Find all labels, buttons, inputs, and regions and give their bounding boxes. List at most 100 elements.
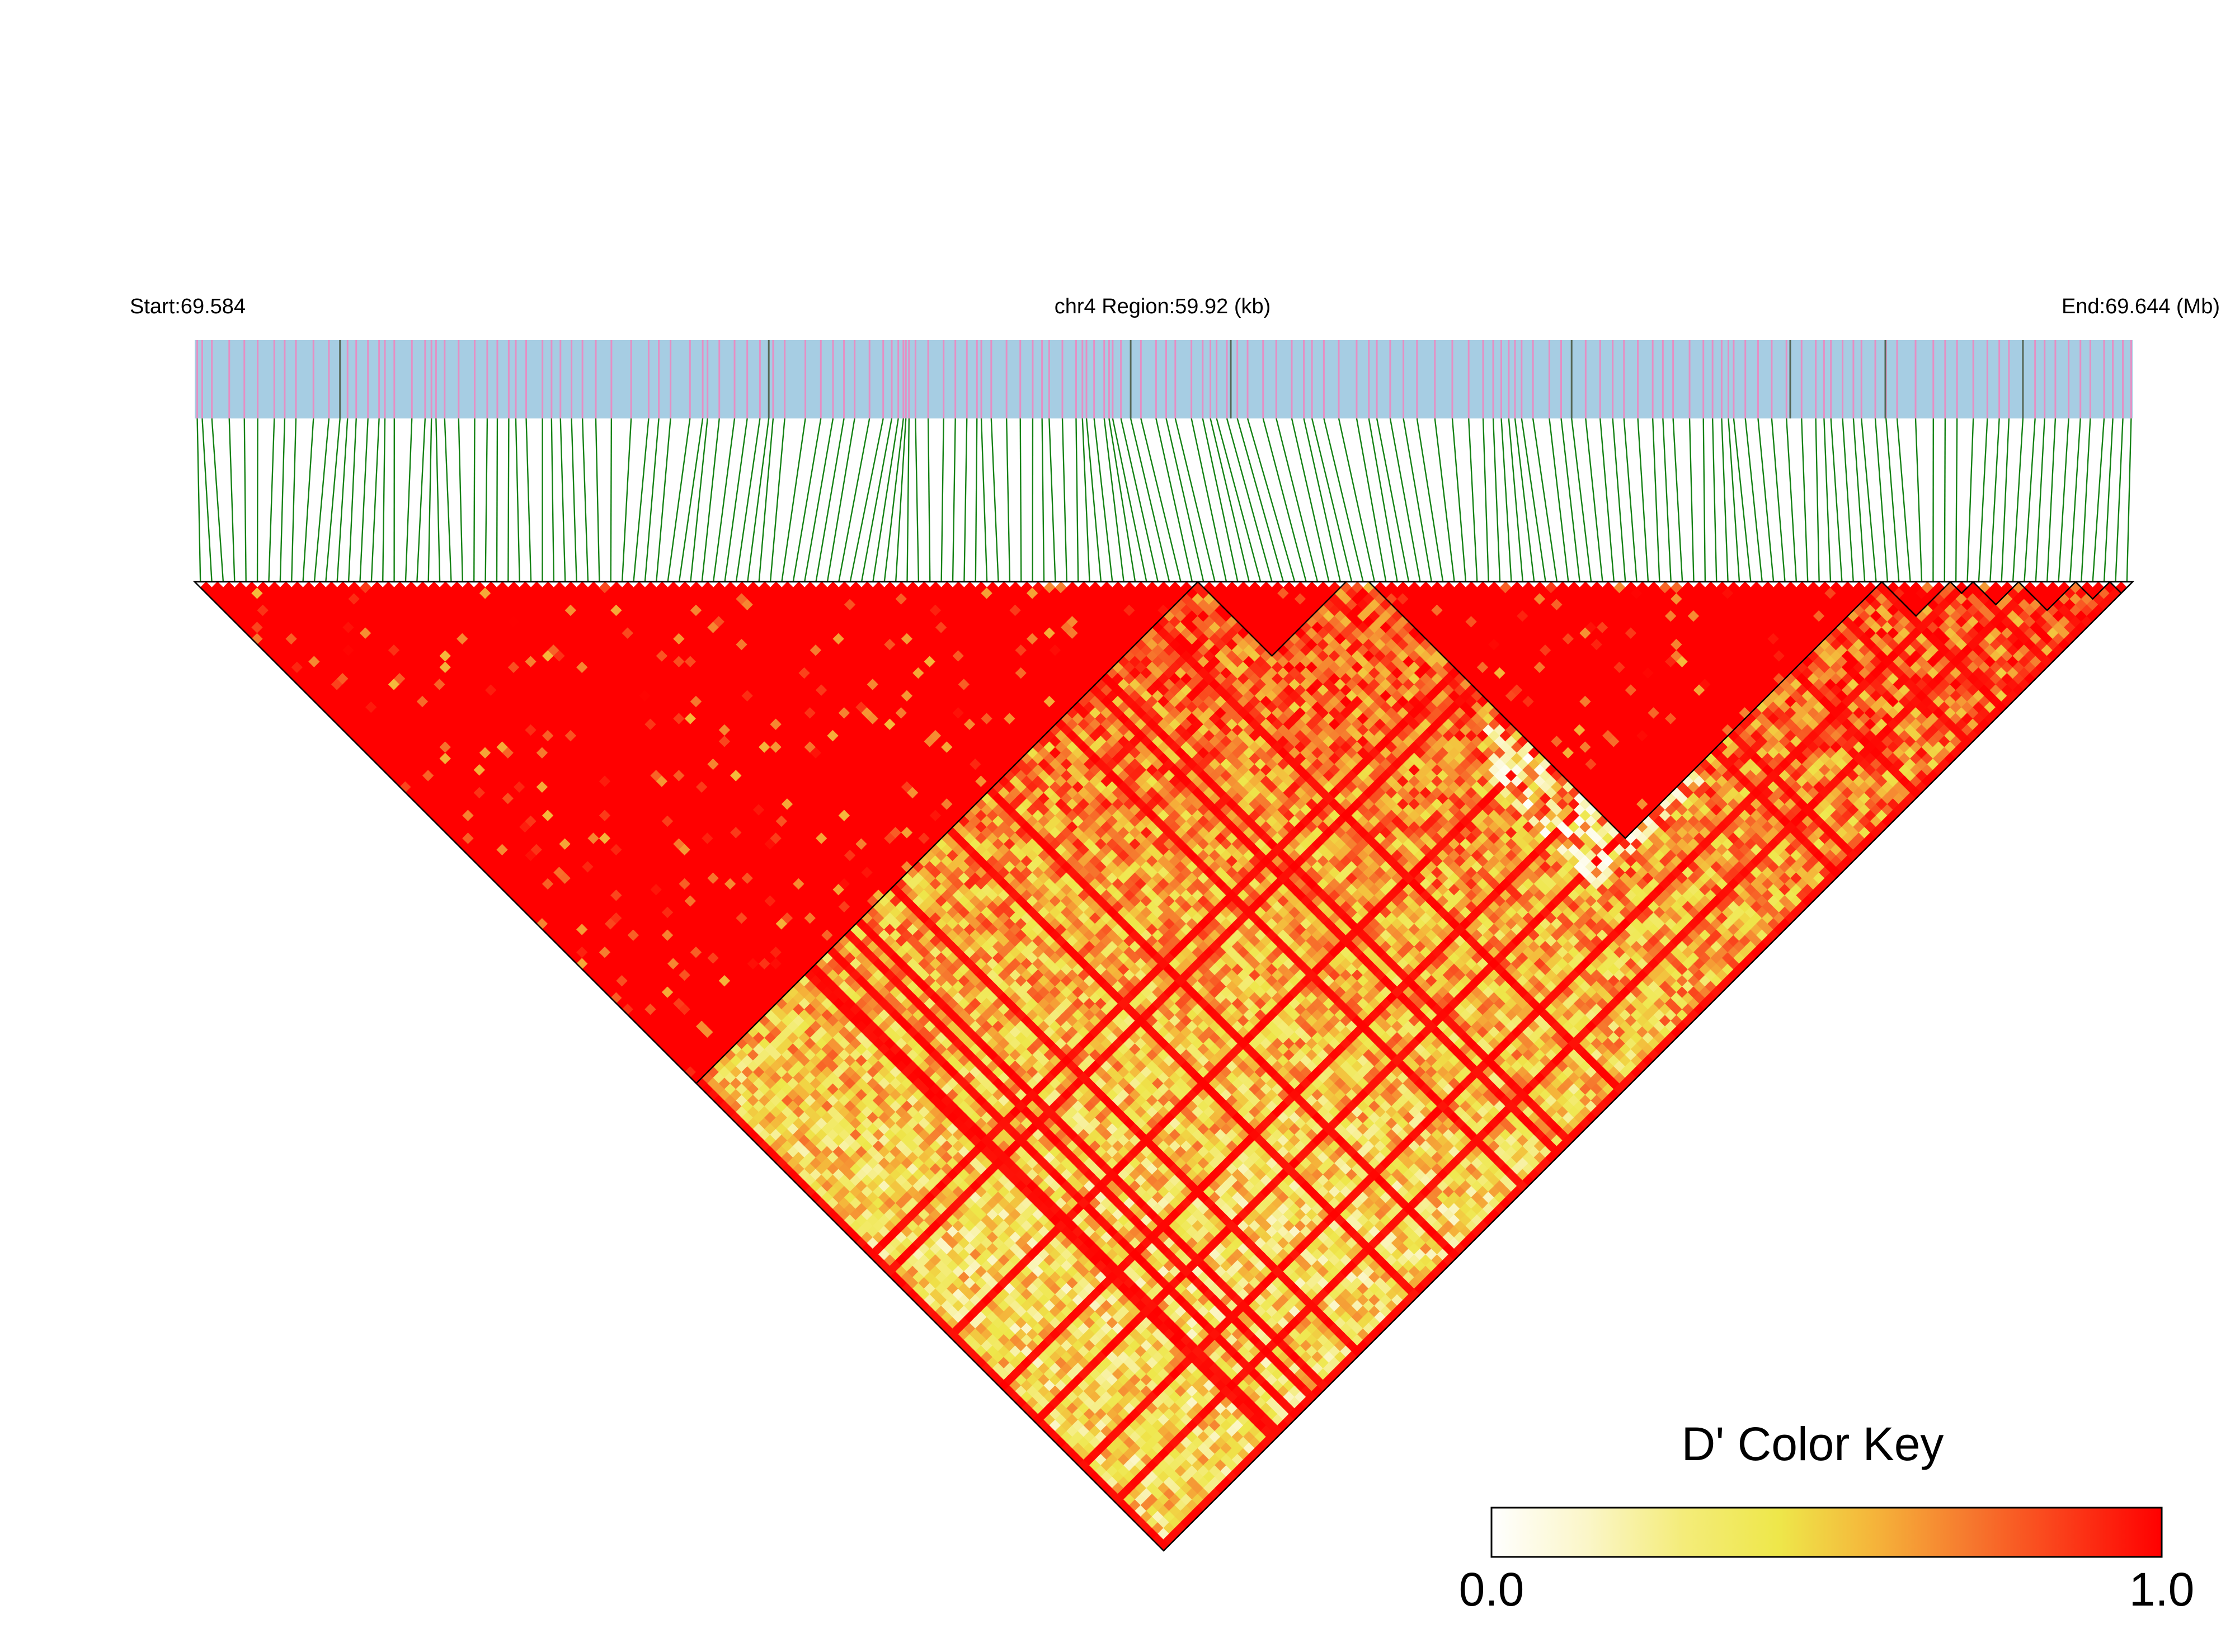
ld-cell	[485, 798, 497, 811]
ld-cell	[411, 780, 424, 793]
ld-cell	[468, 780, 481, 793]
snp-connector	[1451, 418, 1467, 582]
snp-connector	[1048, 418, 1056, 582]
ld-cell	[525, 837, 537, 850]
ld-cell	[890, 1271, 902, 1283]
ld-cell	[975, 1311, 987, 1324]
ld-cell	[929, 1277, 942, 1289]
ld-cell	[530, 866, 543, 879]
snp-connector	[915, 418, 920, 582]
ld-cell	[388, 769, 401, 782]
ld-cell	[457, 815, 469, 827]
snp-connector	[336, 418, 349, 582]
snp-connector	[1103, 418, 1124, 582]
snp-connector	[1236, 418, 1284, 582]
ld-cell	[981, 1293, 993, 1306]
snp-connector	[1155, 418, 1193, 582]
snp-connector	[515, 418, 520, 582]
ld-cell	[901, 1248, 914, 1260]
ld-cell	[878, 1237, 891, 1249]
ld-cell	[970, 1339, 982, 1352]
ld-cell	[850, 1208, 862, 1221]
ld-cell	[1152, 1465, 1164, 1477]
snp-connector	[595, 418, 600, 582]
ld-cell	[507, 821, 520, 833]
ld-cell	[970, 1293, 982, 1306]
snp-connector	[701, 418, 720, 582]
snp-connector	[1165, 418, 1204, 582]
ld-cell	[872, 1242, 885, 1255]
snp-connector	[656, 418, 671, 582]
ld-cell	[479, 803, 492, 816]
ld-cell	[393, 775, 406, 788]
ld-cell	[399, 780, 412, 793]
ld-cell	[468, 792, 481, 804]
ld-cell	[924, 1305, 937, 1317]
ld-cell	[941, 1265, 953, 1278]
ld-cell	[947, 1305, 959, 1317]
ld-cell	[878, 1202, 891, 1215]
snp-connector	[952, 418, 956, 582]
snp-connector	[1978, 418, 1988, 582]
ld-cell	[496, 821, 509, 833]
ld-cell	[861, 1185, 873, 1198]
ld-cell	[479, 860, 492, 873]
snp-connector	[1702, 418, 1706, 582]
ld-cell	[884, 1208, 896, 1221]
ld-cell	[439, 821, 452, 833]
ld-cell	[445, 826, 458, 839]
snp-connector	[667, 418, 691, 582]
ld-cell	[981, 1305, 993, 1317]
ld-cell	[941, 1300, 953, 1312]
ld-cell	[519, 855, 531, 868]
ld-cell	[861, 1197, 873, 1209]
ld-cell	[952, 1265, 965, 1278]
ld-cell	[479, 826, 492, 839]
ld-cell	[970, 1316, 982, 1329]
snp-connector	[201, 418, 213, 582]
ld-cell	[895, 1242, 908, 1255]
ld-cell	[502, 883, 515, 896]
snp-connector	[1508, 418, 1524, 582]
ld-cell	[958, 1339, 971, 1352]
ld-cell	[496, 832, 509, 845]
snp-connector	[302, 418, 314, 582]
ld-cell	[924, 1237, 937, 1249]
ld-cell	[513, 826, 526, 839]
ld-cell	[1140, 1465, 1153, 1477]
ld-cell	[895, 1277, 908, 1289]
ld-cell	[975, 1300, 987, 1312]
ld-cell	[542, 878, 554, 890]
snp-connector	[1093, 418, 1113, 582]
snp-connector	[1492, 418, 1501, 582]
ld-cell	[553, 866, 566, 879]
snp-connector	[1521, 418, 1546, 582]
snp-connector	[872, 418, 899, 582]
end-label: End:69.644 (Mb)	[2062, 295, 2220, 318]
ld-cell	[855, 1202, 868, 1215]
ld-cell	[918, 1288, 930, 1301]
ld-cell	[861, 1220, 873, 1232]
snp-connector	[1434, 418, 1455, 582]
ld-cell	[929, 1288, 942, 1301]
ld-cell	[485, 855, 497, 868]
ld-cell	[878, 1191, 891, 1204]
ld-cell	[947, 1316, 959, 1329]
ld-cell	[884, 1220, 896, 1232]
ld-cell	[867, 1248, 879, 1260]
ld-cell	[890, 1248, 902, 1260]
snp-connector	[1019, 418, 1022, 582]
ld-cell	[867, 1214, 879, 1226]
snp-connector	[347, 418, 357, 582]
ld-cell	[1135, 1493, 1147, 1506]
ld-cell	[924, 1293, 937, 1306]
ld-cell	[924, 1282, 937, 1295]
snp-connector	[990, 418, 999, 582]
ld-cell	[867, 1191, 879, 1204]
snp-connector	[1771, 418, 1786, 582]
ld-cell	[935, 1259, 948, 1272]
snp-connector	[860, 418, 893, 582]
ld-cell	[975, 1288, 987, 1301]
ld-cell	[411, 792, 424, 804]
ld-cell	[1163, 1488, 1175, 1500]
